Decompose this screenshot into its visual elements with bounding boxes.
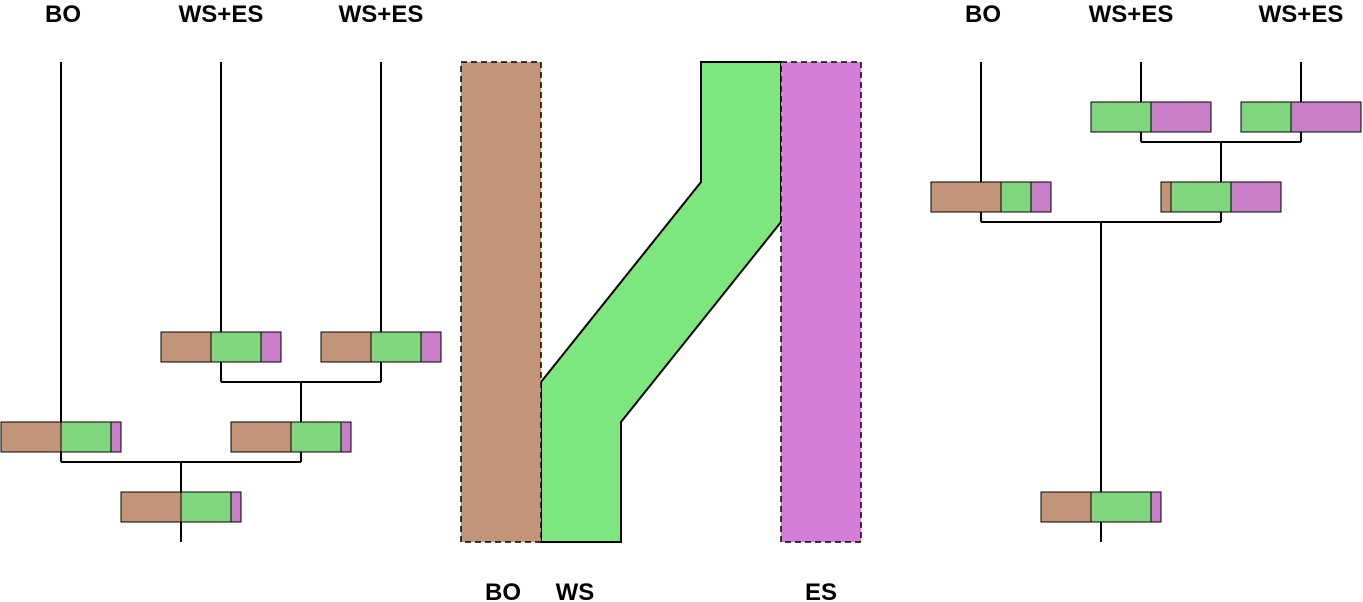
left-tip-label-1: BO bbox=[45, 1, 81, 28]
left-bo-branch-box-ws-segment bbox=[61, 422, 111, 452]
left-ws-es-clade-box-bo-segment bbox=[231, 422, 291, 452]
left-tree-branches bbox=[61, 62, 381, 542]
right-tip2-ancestor-box-es-segment bbox=[1151, 102, 1211, 132]
es-range-column bbox=[781, 62, 861, 542]
left-tree: BO WS+ES WS+ES bbox=[1, 1, 441, 542]
left-tip2-ancestor-box-bo-segment bbox=[161, 332, 211, 362]
bottom-label-bo: BO bbox=[485, 579, 521, 602]
right-tip-label-1: BO bbox=[965, 1, 1001, 28]
right-ws-es-clade-box-ws-segment bbox=[1171, 182, 1231, 212]
right-bo-branch-box-ws-segment bbox=[1001, 182, 1031, 212]
bottom-label-ws: WS bbox=[556, 579, 595, 602]
left-tip2-ancestor-box-es-segment bbox=[261, 332, 281, 362]
right-tip3-ancestor-box bbox=[1241, 102, 1361, 132]
middle-range-diagram: BO WS ES bbox=[461, 62, 861, 602]
right-tree-branches bbox=[981, 62, 1301, 542]
bottom-label-es: ES bbox=[805, 579, 837, 602]
right-tip3-ancestor-box-ws-segment bbox=[1241, 102, 1291, 132]
right-root-box-es-segment bbox=[1151, 492, 1161, 522]
right-tree: BO WS+ES WS+ES bbox=[931, 1, 1361, 542]
left-root-box-bo-segment bbox=[121, 492, 181, 522]
right-root-box-bo-segment bbox=[1041, 492, 1091, 522]
right-root-box-ws-segment bbox=[1091, 492, 1151, 522]
left-bo-branch-box-bo-segment bbox=[1, 422, 61, 452]
left-tip-label-3: WS+ES bbox=[339, 1, 424, 28]
right-tip2-ancestor-box bbox=[1091, 102, 1211, 132]
right-tip2-ancestor-box-ws-segment bbox=[1091, 102, 1151, 132]
right-ws-es-clade-box-bo-segment bbox=[1161, 182, 1171, 212]
left-tip-label-2: WS+ES bbox=[179, 1, 264, 28]
left-root-box-es-segment bbox=[231, 492, 241, 522]
left-bo-branch-box bbox=[1, 422, 121, 452]
right-bo-branch-box-es-segment bbox=[1031, 182, 1051, 212]
right-root-box bbox=[1041, 492, 1161, 522]
left-ws-es-clade-box bbox=[231, 422, 351, 452]
left-tip3-ancestor-box-ws-segment bbox=[371, 332, 421, 362]
right-bo-branch-box bbox=[931, 182, 1051, 212]
left-tip3-ancestor-box-bo-segment bbox=[321, 332, 371, 362]
right-ws-es-clade-box bbox=[1161, 182, 1281, 212]
right-ws-es-clade-box-es-segment bbox=[1231, 182, 1281, 212]
bo-range-column bbox=[461, 62, 541, 542]
left-tip2-ancestor-box-ws-segment bbox=[211, 332, 261, 362]
left-root-box-ws-segment bbox=[181, 492, 231, 522]
left-tip2-ancestor-box bbox=[161, 332, 281, 362]
left-ws-es-clade-box-es-segment bbox=[341, 422, 351, 452]
right-bo-branch-box-bo-segment bbox=[931, 182, 1001, 212]
left-bo-branch-box-es-segment bbox=[111, 422, 121, 452]
left-tip3-ancestor-box-es-segment bbox=[421, 332, 441, 362]
ws-range-band bbox=[541, 62, 781, 542]
right-tip3-ancestor-box-es-segment bbox=[1291, 102, 1361, 132]
right-tip-label-3: WS+ES bbox=[1259, 1, 1344, 28]
left-ws-es-clade-box-ws-segment bbox=[291, 422, 341, 452]
right-tip-label-2: WS+ES bbox=[1089, 1, 1174, 28]
left-tip3-ancestor-box bbox=[321, 332, 441, 362]
left-root-box bbox=[121, 492, 241, 522]
